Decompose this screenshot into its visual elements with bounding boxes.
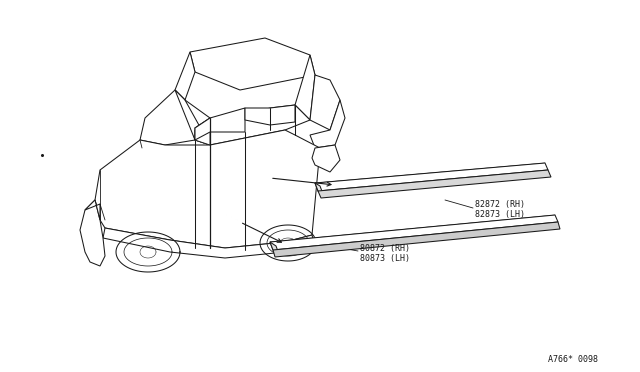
Polygon shape	[175, 52, 195, 100]
Polygon shape	[315, 163, 548, 191]
Polygon shape	[270, 242, 279, 254]
Polygon shape	[273, 222, 560, 257]
Polygon shape	[195, 108, 245, 140]
Polygon shape	[195, 105, 310, 145]
Polygon shape	[190, 38, 315, 90]
Polygon shape	[195, 118, 210, 145]
Polygon shape	[312, 145, 340, 172]
Polygon shape	[315, 183, 323, 194]
Polygon shape	[175, 90, 210, 145]
Polygon shape	[95, 130, 320, 248]
Text: A766* 0098: A766* 0098	[548, 356, 598, 365]
Polygon shape	[318, 170, 551, 198]
Polygon shape	[140, 90, 195, 145]
Polygon shape	[295, 55, 315, 120]
Polygon shape	[310, 100, 345, 148]
Polygon shape	[270, 215, 558, 250]
Polygon shape	[103, 228, 314, 258]
Polygon shape	[80, 200, 105, 266]
Polygon shape	[85, 200, 100, 220]
Text: 82872 (RH): 82872 (RH)	[475, 201, 525, 209]
Text: 80873 (LH): 80873 (LH)	[360, 253, 410, 263]
Polygon shape	[245, 105, 295, 125]
Text: 80872 (RH): 80872 (RH)	[360, 244, 410, 253]
Polygon shape	[310, 75, 340, 130]
Text: 82873 (LH): 82873 (LH)	[475, 211, 525, 219]
